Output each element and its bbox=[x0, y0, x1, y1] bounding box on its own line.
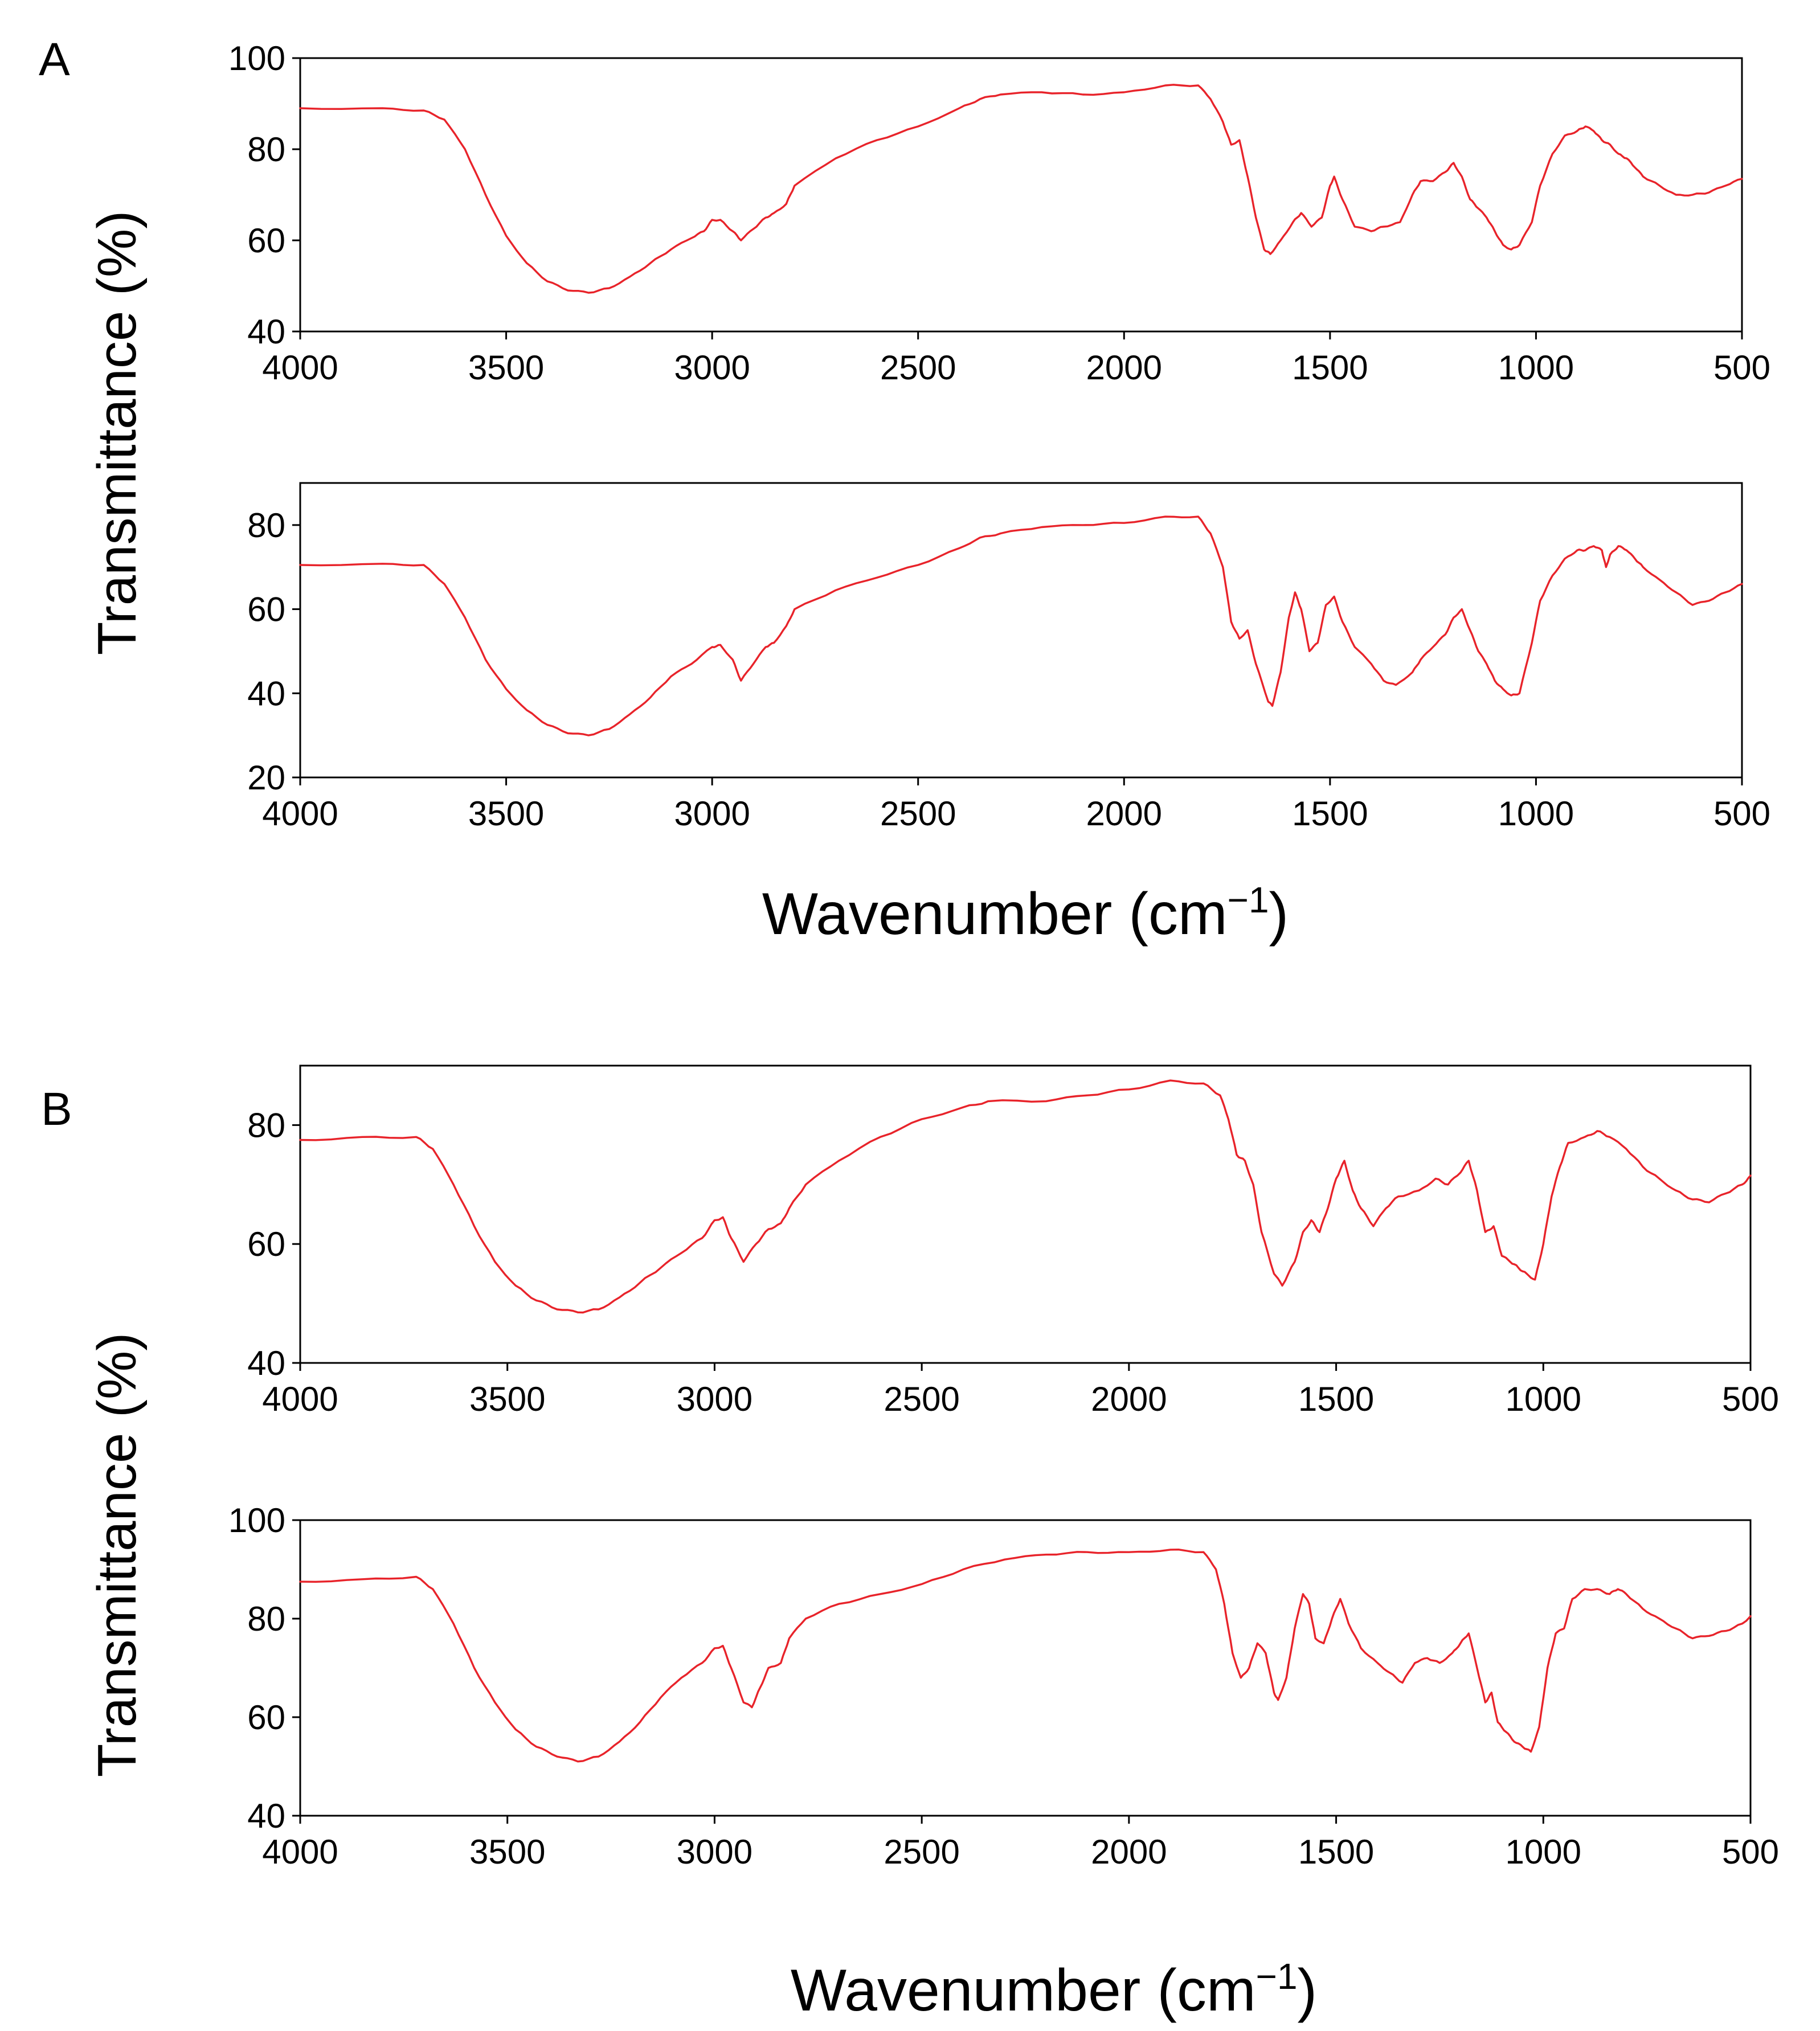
x-tick-label: 3000 bbox=[674, 795, 750, 833]
xlabel-b-sup: −1 bbox=[1256, 1956, 1298, 1997]
ylabel-b: Transmittance (%) bbox=[87, 1333, 148, 1778]
spectrum-line bbox=[299, 1549, 1752, 1763]
x-tick-label: 4000 bbox=[262, 1380, 338, 1418]
x-tick-label: 3500 bbox=[468, 795, 544, 833]
xlabel-a: Wavenumber (cm−1) bbox=[762, 879, 1289, 947]
x-tick-label: 1000 bbox=[1498, 349, 1574, 387]
x-tick-label: 3500 bbox=[469, 1833, 545, 1871]
plot-frame bbox=[299, 482, 1743, 779]
panel-b: B Transmittance (%) Wavenumber (cm−1) bbox=[41, 1083, 1317, 2024]
x-tick-label: 3500 bbox=[469, 1380, 545, 1418]
x-tick-label: 1000 bbox=[1498, 795, 1574, 833]
x-tick-label: 3000 bbox=[677, 1380, 752, 1418]
y-tick-label: 60 bbox=[247, 222, 285, 260]
y-tick-label: 80 bbox=[247, 1106, 285, 1144]
y-tick-label: 40 bbox=[247, 674, 285, 713]
x-tick-label: 2500 bbox=[884, 1833, 959, 1871]
x-tick-label: 500 bbox=[1713, 349, 1770, 387]
x-tick-label: 2000 bbox=[1086, 349, 1162, 387]
ylabel-a: Transmittance (%) bbox=[87, 211, 148, 656]
xlabel-a-main: Wavenumber (cm bbox=[762, 881, 1228, 947]
spectrum-line bbox=[299, 84, 1743, 294]
xlabel-a-sup: −1 bbox=[1228, 879, 1269, 920]
plot-frame bbox=[299, 1519, 1752, 1817]
x-tick-label: 500 bbox=[1722, 1833, 1779, 1871]
plot-a-top: 4000 3500 3000 2500 2000 1500 1000 500 40 60 80 100 bbox=[228, 39, 1770, 387]
x-tick-label: 2000 bbox=[1086, 795, 1162, 833]
xlabel-b-close: ) bbox=[1298, 1958, 1318, 2024]
x-tick-label: 1500 bbox=[1298, 1833, 1374, 1871]
x-tick-label: 1000 bbox=[1506, 1833, 1581, 1871]
x-tick-label: 1500 bbox=[1298, 1380, 1374, 1418]
y-tick-label: 80 bbox=[247, 130, 285, 169]
y-tick-label: 40 bbox=[247, 1797, 285, 1835]
y-tick-label: 80 bbox=[247, 506, 285, 544]
y-tick-label: 100 bbox=[228, 1501, 285, 1539]
plots: 4000 3500 3000 2500 2000 1500 1000 500 40 60 80 100… bbox=[228, 39, 1779, 1871]
y-tick-label: 100 bbox=[228, 39, 285, 77]
xlabel-b-main: Wavenumber (cm bbox=[791, 1958, 1256, 2024]
y-tick-label: 60 bbox=[247, 1225, 285, 1263]
x-tick-label: 2500 bbox=[880, 349, 956, 387]
x-tick-label: 3500 bbox=[468, 349, 544, 387]
y-tick-label: 20 bbox=[247, 759, 285, 797]
x-tick-label: 3000 bbox=[677, 1833, 752, 1871]
panel-letter-b: B bbox=[41, 1083, 72, 1135]
y-tick-label: 60 bbox=[247, 591, 285, 629]
y-tick-label: 80 bbox=[247, 1600, 285, 1638]
x-tick-label: 1500 bbox=[1292, 349, 1368, 387]
x-tick-label: 4000 bbox=[262, 349, 338, 387]
plot-b-top: 4000 3500 3000 2500 2000 1500 1000 500 40 60 80 bbox=[247, 1064, 1779, 1418]
x-tick-label: 2000 bbox=[1091, 1380, 1167, 1418]
x-tick-label: 4000 bbox=[262, 795, 338, 833]
y-tick-label: 60 bbox=[247, 1698, 285, 1737]
spectrum-line bbox=[299, 1079, 1752, 1314]
spectrum-line bbox=[299, 515, 1743, 736]
x-tick-label: 1000 bbox=[1506, 1380, 1581, 1418]
x-tick-label: 1500 bbox=[1292, 795, 1368, 833]
x-tick-label: 2500 bbox=[880, 795, 956, 833]
xlabel-b: Wavenumber (cm−1) bbox=[791, 1956, 1317, 2024]
y-tick-label: 40 bbox=[247, 1344, 285, 1382]
x-tick-label: 4000 bbox=[262, 1833, 338, 1871]
y-tick-label: 40 bbox=[247, 313, 285, 351]
x-tick-label: 500 bbox=[1713, 795, 1770, 833]
x-tick-label: 3000 bbox=[674, 349, 750, 387]
panel-a: A Transmittance (%) Wavenumber (cm−1) bbox=[39, 34, 1289, 947]
x-tick-label: 2000 bbox=[1091, 1833, 1167, 1871]
panel-letter-a: A bbox=[39, 34, 70, 85]
x-tick-label: 2500 bbox=[884, 1380, 959, 1418]
plot-b-bottom: 4000 3500 3000 2500 2000 1500 1000 500 40 60 80 100 bbox=[228, 1501, 1779, 1871]
xlabel-a-close: ) bbox=[1269, 881, 1289, 947]
x-tick-label: 500 bbox=[1722, 1380, 1779, 1418]
plot-frame bbox=[299, 1064, 1752, 1364]
plot-frame bbox=[299, 57, 1743, 333]
plot-a-bottom: 4000 3500 3000 2500 2000 1500 1000 500 20 40 60 80 bbox=[247, 482, 1770, 833]
